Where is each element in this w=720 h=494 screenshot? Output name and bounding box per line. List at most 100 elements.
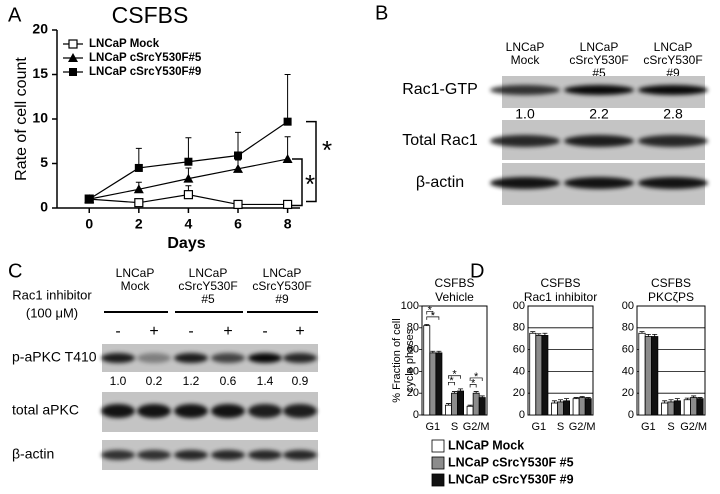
y-tick-label: 00 <box>513 300 525 312</box>
blot-band <box>101 404 135 418</box>
x-tick-label: S <box>667 421 674 433</box>
x-tick-label: G2/M <box>569 421 596 433</box>
x-tick-label: G1 <box>425 421 440 433</box>
blot-band <box>137 353 171 363</box>
marker <box>233 199 243 210</box>
legend-swatch <box>431 456 445 470</box>
bar <box>683 399 691 416</box>
panel-label: C <box>8 260 22 282</box>
error-bar <box>479 395 485 398</box>
error-bar <box>445 403 451 406</box>
blot-band <box>174 450 208 460</box>
bar <box>557 401 564 416</box>
y-tick-label: 00 <box>622 300 634 312</box>
blot-band <box>211 353 245 363</box>
blot-band <box>564 177 634 189</box>
significance-bracket <box>448 375 461 379</box>
panel-label: A <box>8 4 22 26</box>
bar <box>667 401 675 416</box>
significance-bracket <box>469 384 477 388</box>
lane-label: + <box>223 323 232 340</box>
x-axis-label: Days <box>167 235 205 252</box>
row-label: β-actin <box>416 174 464 191</box>
quantification: 1.4 <box>257 374 274 388</box>
blot-band <box>564 135 634 147</box>
row-label: Rac1-GTP <box>402 81 478 98</box>
blot-band <box>283 353 317 363</box>
y-axis-label: % Fraction of cell <box>391 318 403 402</box>
y-tick-label: 20 <box>32 21 48 37</box>
bar <box>423 325 431 416</box>
annotation: * <box>431 310 436 322</box>
column-label: Mock <box>121 279 151 293</box>
error-bar <box>662 400 668 404</box>
column-label: LNCaP <box>189 266 228 280</box>
bar <box>651 336 659 416</box>
error-bar <box>564 398 570 401</box>
x-tick-label: G1 <box>531 421 546 433</box>
chart-subtitle: Rac1 inhibitor <box>524 290 597 304</box>
error-bar <box>458 388 464 392</box>
x-tick-label: S <box>557 421 564 433</box>
blot-band <box>101 450 135 460</box>
x-tick-label: G2/M <box>463 421 490 433</box>
bar <box>457 390 464 416</box>
y-tick-label: 60 <box>407 344 419 356</box>
bar <box>435 352 443 416</box>
error-bar <box>585 397 591 399</box>
quantification: 2.8 <box>663 106 683 122</box>
blot-band <box>490 135 560 147</box>
legend-label: LNCaP cSrcY530F #5 <box>448 455 574 469</box>
column-label: #5 <box>201 292 215 306</box>
annotation: * <box>449 375 454 387</box>
column-label: LNCaP <box>116 266 155 280</box>
error-bar <box>645 333 651 337</box>
chart-title: CSFBS <box>434 276 474 290</box>
bar <box>644 336 652 416</box>
y-tick-label: 60 <box>513 344 525 356</box>
blot-band <box>174 404 208 418</box>
blot-band <box>283 450 317 460</box>
column-label: LNCaP <box>506 40 545 54</box>
significance-bracket <box>426 316 440 320</box>
column-label: cSrcY530F <box>178 279 237 293</box>
y-tick-label: 60 <box>622 344 634 356</box>
quantification: 0.2 <box>146 374 163 388</box>
bar <box>584 398 592 416</box>
quantification: 0.9 <box>292 374 309 388</box>
annotation: * <box>322 135 332 165</box>
panel-label: D <box>470 260 484 282</box>
y-tick-label: 40 <box>513 365 525 377</box>
bar <box>541 335 549 416</box>
bar <box>696 398 704 416</box>
legend-label: LNCaP cSrcY530F #9 <box>448 472 574 486</box>
y-tick-label: 40 <box>407 365 419 377</box>
bar <box>444 404 452 416</box>
significance-bracket <box>292 158 303 207</box>
y-tick-label: 80 <box>513 322 525 334</box>
marker <box>68 39 78 49</box>
bar <box>429 352 437 416</box>
blot-band <box>248 353 282 363</box>
error-bar <box>185 137 192 162</box>
error-bar <box>284 74 291 122</box>
blot-band <box>211 404 245 418</box>
legend-label: LNCaP Mock <box>448 438 524 452</box>
row-label: β-actin <box>12 446 54 462</box>
lane-label: + <box>295 323 304 340</box>
error-bar <box>674 398 680 401</box>
chart-title: CSFBS <box>112 2 189 28</box>
error-bar <box>684 397 690 400</box>
quantification: 2.2 <box>589 106 609 122</box>
x-tick-label: 6 <box>234 216 242 232</box>
x-tick-label: G1 <box>641 421 656 433</box>
bar <box>535 335 543 416</box>
marker <box>68 53 78 62</box>
y-axis-label: cycle phases <box>404 328 416 392</box>
bar <box>466 405 474 416</box>
x-tick-label: 2 <box>135 216 143 232</box>
significance-bracket <box>448 381 455 386</box>
y-tick-label: 10 <box>32 110 48 126</box>
blot-band <box>248 404 282 418</box>
